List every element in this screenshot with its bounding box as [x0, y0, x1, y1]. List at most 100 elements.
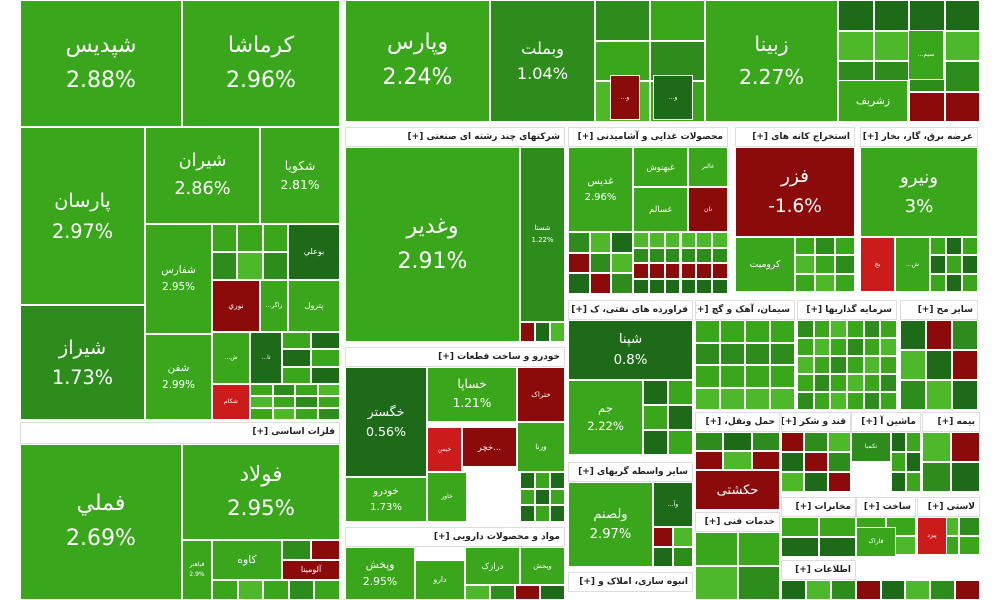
small-tile	[668, 380, 693, 405]
stock-tile[interactable]: پارسان 2.97%	[20, 127, 145, 305]
stock-tile[interactable]: شکام	[212, 384, 250, 420]
stock-tile[interactable]: خیمن	[427, 427, 462, 472]
sector-header[interactable]: لاستی [+]	[917, 497, 980, 517]
stock-tile[interactable]: غبهنوش	[633, 147, 688, 187]
stock-tile[interactable]: آلومينا	[282, 560, 340, 580]
sector-header[interactable]: فراورده های نفتی، ک [+]	[568, 300, 693, 320]
stock-symbol: خیمن	[437, 445, 452, 453]
stock-tile[interactable]: بوعلي	[288, 224, 340, 280]
small-tile	[815, 237, 835, 256]
sector-header[interactable]: انبوه سازی، املاک و [+]	[568, 572, 693, 592]
stock-tile[interactable]: نوري	[212, 280, 260, 332]
stock-tile[interactable]: فباهنر 2.9%	[182, 540, 212, 600]
stock-tile[interactable]: خاور	[427, 472, 467, 522]
sector-header[interactable]: خودرو و ساخت قطعات [+]	[345, 347, 565, 367]
small-tile	[797, 338, 814, 356]
small-tile	[863, 392, 881, 410]
sector-header[interactable]: فلزات اساسی [+]	[20, 422, 340, 444]
small-tile	[250, 384, 273, 396]
small-tile	[720, 320, 745, 343]
sector-header[interactable]: سایر مح [+]	[900, 300, 978, 320]
stock-tile[interactable]: ختراک	[517, 367, 565, 422]
stock-tile[interactable]: و...	[653, 75, 693, 120]
stock-tile[interactable]: کاوه	[212, 540, 282, 580]
stock-tile[interactable]: غالبر	[688, 147, 728, 187]
stock-tile[interactable]: زاگر...	[260, 280, 288, 332]
small-tile	[815, 273, 835, 292]
stock-tile[interactable]: وغدير 2.91%	[345, 147, 520, 342]
sector-header[interactable]: محصولات غذایی و آشامیدنی [+]	[568, 127, 728, 147]
small-tile	[648, 278, 665, 294]
stock-tile[interactable]: فولاد 2.95%	[182, 444, 340, 540]
stock-tile[interactable]: کرماشا 2.96%	[182, 0, 340, 127]
stock-tile[interactable]: ولصنم 2.97%	[568, 482, 653, 567]
stock-tile[interactable]: خگستر 0.56%	[345, 367, 427, 477]
sector-header[interactable]: سرمایه گذاریها [+]	[797, 300, 897, 320]
stock-tile[interactable]: غسالم	[633, 187, 688, 232]
stock-tile[interactable]: وپخش	[520, 547, 565, 585]
stock-tile[interactable]: شپنا 0.8%	[568, 320, 693, 380]
stock-tile[interactable]: فملي 2.69%	[20, 444, 182, 600]
stock-tile[interactable]: ش...	[895, 237, 930, 292]
sector-header[interactable]: سیمان، آهک و گچ [+]	[695, 300, 795, 320]
stock-symbol: ختراک	[531, 389, 551, 399]
sector-header[interactable]: ماشین آ [+]	[851, 412, 921, 432]
stock-tile[interactable]: درازک	[465, 547, 520, 585]
sector-header[interactable]: اطلاعات [+]	[781, 560, 856, 580]
sector-header[interactable]: ساخت [+]	[856, 497, 916, 517]
stock-tile[interactable]: سیم...	[908, 30, 944, 80]
small-tile	[813, 356, 831, 374]
stock-tile[interactable]: وبملت 1.04%	[490, 0, 595, 122]
stock-tile[interactable]: فاراک	[856, 527, 896, 557]
stock-symbol: زاگر...	[265, 302, 283, 310]
stock-symbol: تکمبا	[864, 443, 878, 450]
sector-header[interactable]: مواد و محصولات دارویی [+]	[345, 527, 565, 547]
sector-header[interactable]: سایر واسطه گریهای [+]	[568, 462, 693, 482]
stock-tile[interactable]: تا...	[250, 332, 282, 384]
stock-tile[interactable]: دارو	[415, 560, 465, 600]
stock-tile[interactable]: شکویا 2.81%	[260, 127, 340, 224]
small-tile	[751, 451, 780, 470]
sector-header[interactable]: خدمات فنی [+]	[695, 512, 780, 532]
stock-tile[interactable]: فزر -1.6%	[735, 147, 855, 237]
sector-header[interactable]: حمل ونقل، [+]	[695, 412, 780, 432]
stock-tile[interactable]: ...خچر	[462, 427, 517, 467]
stock-symbol: دارو	[433, 575, 447, 584]
stock-tile[interactable]: شستا 1.22%	[520, 147, 565, 322]
stock-tile[interactable]: نان	[688, 187, 728, 232]
stock-tile[interactable]: زشریف	[838, 80, 908, 122]
stock-tile[interactable]: بج	[860, 237, 895, 292]
stock-tile[interactable]: جم 2.22%	[568, 380, 643, 455]
stock-tile[interactable]: و...	[610, 75, 640, 120]
stock-tile[interactable]: پترول	[288, 280, 340, 332]
sector-header[interactable]: بیمه [+]	[922, 412, 980, 432]
stock-tile[interactable]: ورنا	[517, 422, 565, 472]
stock-tile[interactable]: ونیرو 3%	[860, 147, 978, 237]
stock-tile[interactable]: شپدیس 2.88%	[20, 0, 182, 127]
sector-header[interactable]: عرضه برق، گاز، بخار [+]	[860, 127, 978, 147]
small-tile	[830, 374, 847, 392]
sector-header[interactable]: استخراج کانه های [+]	[735, 127, 855, 147]
stock-tile[interactable]: خودرو 1.73%	[345, 477, 427, 522]
stock-tile[interactable]: پیزد	[917, 517, 947, 555]
stock-tile[interactable]: وپارس 2.24%	[345, 0, 490, 122]
stock-tile[interactable]: شفن 2.99%	[145, 334, 212, 420]
sector-header[interactable]: مخابرات [+]	[781, 497, 856, 517]
stock-tile[interactable]: تکمبا	[851, 432, 891, 462]
small-tile	[751, 432, 780, 451]
stock-tile[interactable]: غدیس 2.96%	[568, 147, 633, 232]
stock-tile[interactable]: شیراز 1.73%	[20, 305, 145, 420]
stock-tile[interactable]: ش...	[212, 332, 250, 384]
stock-tile[interactable]: خساپا 1.21%	[427, 367, 517, 422]
stock-tile[interactable]: وآ...	[653, 482, 693, 527]
stock-tile[interactable]: حکشتی	[695, 470, 780, 510]
stock-tile[interactable]: کرومیت	[735, 237, 795, 292]
stock-tile[interactable]: شفارس 2.95%	[145, 224, 212, 334]
sector-header[interactable]: قند و شکر [+]	[781, 412, 851, 432]
stock-tile[interactable]: شیران 2.86%	[145, 127, 260, 224]
sector-header[interactable]: شرکتهای چند رشته ای صنعتی [+]	[345, 127, 565, 147]
stock-tile[interactable]: وپخش 2.95%	[345, 547, 415, 600]
stock-tile[interactable]: زبینا 2.27%	[705, 0, 838, 122]
small-tile	[288, 580, 315, 600]
small-tile	[653, 547, 673, 567]
